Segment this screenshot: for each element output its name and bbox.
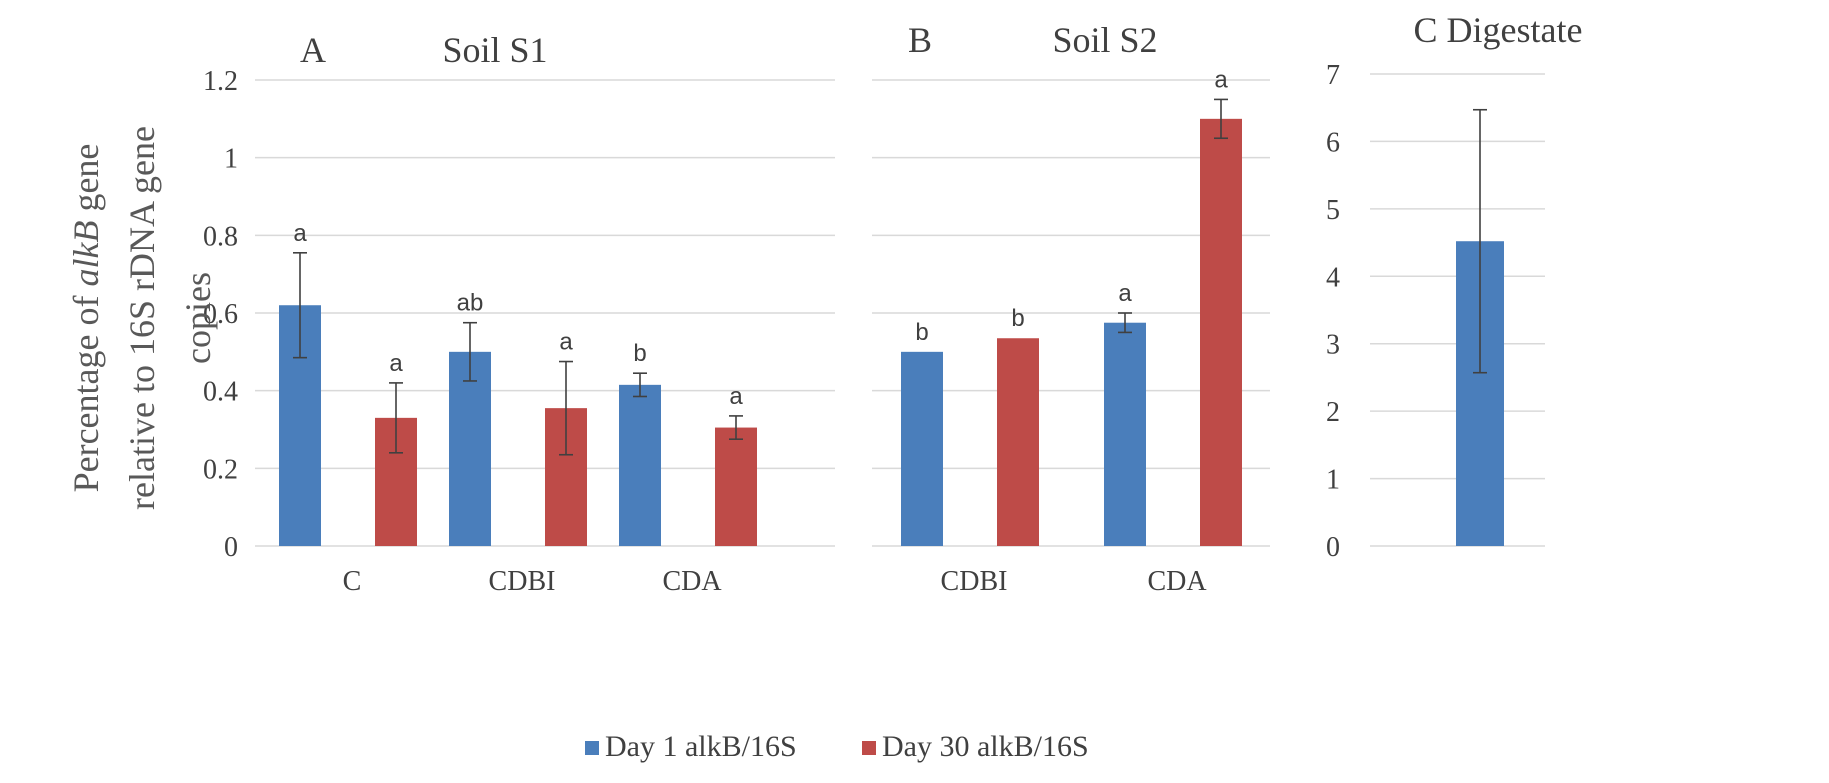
y-tick-label: 0.6 [203,299,238,330]
legend-swatch [862,741,876,755]
panel-c: 0 1 2 3 4 5 6 7 C Digestate [1326,10,1582,563]
y-tick-label: 7 [1326,60,1340,91]
legend: Day 1 alkB/16S Day 30 alkB/16S [585,730,1089,763]
significance-label: a [1214,66,1228,93]
legend-label: Day 1 alkB/16S [605,730,797,763]
bar [997,338,1039,546]
y-tick-label: 0.2 [203,454,238,485]
bar [715,427,757,546]
y-tick-label: 0 [224,532,238,563]
y-tick-label: 4 [1326,262,1340,293]
x-tick-label: CDA [1147,566,1207,597]
panel-title: Soil S2 [1052,20,1157,60]
y-tick-label: 1 [1326,465,1340,496]
y-tick-label: 1 [224,144,238,175]
significance-label: a [1118,280,1132,307]
y-tick-label: 5 [1326,195,1340,226]
bar [449,351,491,546]
y-tick-label: 0.8 [203,221,238,252]
legend-label: Day 30 alkB/16S [882,730,1089,763]
bar [619,384,661,546]
y-tick-label: 6 [1326,127,1340,158]
bar [901,351,943,546]
significance-label: b [633,340,646,367]
significance-label: ab [457,290,484,317]
x-tick-label: CDA [662,566,722,597]
significance-label: a [389,350,403,377]
y-tick-label: 3 [1326,330,1340,361]
y-tick-label: 1.2 [203,66,238,97]
significance-label: a [729,383,743,410]
y-tick-label: 0.4 [203,377,238,408]
panel-title: C Digestate [1414,10,1583,50]
bar [1200,118,1242,546]
panel-letter: B [908,20,932,60]
x-tick-label: C [343,566,362,597]
y-axis-label: Percentage of alkB gene relative to 16S r… [66,126,218,510]
significance-label: a [293,220,307,247]
legend-swatch [585,741,599,755]
y-tick-label: 0 [1326,532,1340,563]
panel-b: B Soil S2 b b CDBI a a CDA [872,20,1270,597]
panel-a: 0 0.2 0.4 0.6 0.8 1 1.2 A Soil S1 a a Cab a CDBI b a CDA [203,30,835,597]
y-axis-label-line: copies [178,272,218,364]
y-axis-label-line: Percentage of alkB gene [66,144,106,493]
panel-title: Soil S1 [442,30,547,70]
y-axis-label-line: relative to 16S rDNA gene [122,126,162,510]
y-tick-label: 2 [1326,397,1340,428]
bar [1104,322,1146,546]
x-tick-label: CDBI [489,566,556,597]
panel-letter: A [300,30,326,70]
significance-label: b [915,319,928,346]
significance-label: a [559,329,573,356]
significance-label: b [1011,305,1024,332]
x-tick-label: CDBI [941,566,1008,597]
